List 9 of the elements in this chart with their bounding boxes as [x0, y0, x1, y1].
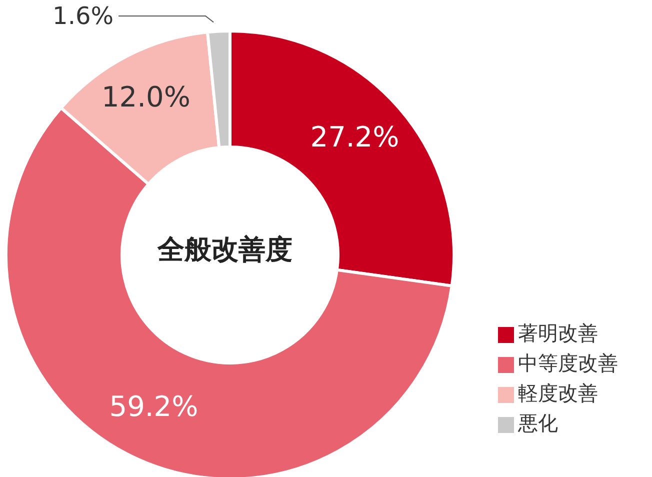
data-label: 27.2%: [310, 120, 400, 154]
legend-label: 軽度改善: [518, 381, 598, 405]
data-label: 59.2%: [109, 390, 198, 424]
legend-label: 中等度改善: [518, 351, 618, 375]
legend-label: 悪化: [518, 411, 558, 435]
data-label: 1.6%: [52, 2, 114, 30]
legend-label: 著明改善: [518, 321, 598, 345]
text: 全般改善度: [156, 234, 292, 266]
data-label: 12.0%: [101, 80, 190, 114]
